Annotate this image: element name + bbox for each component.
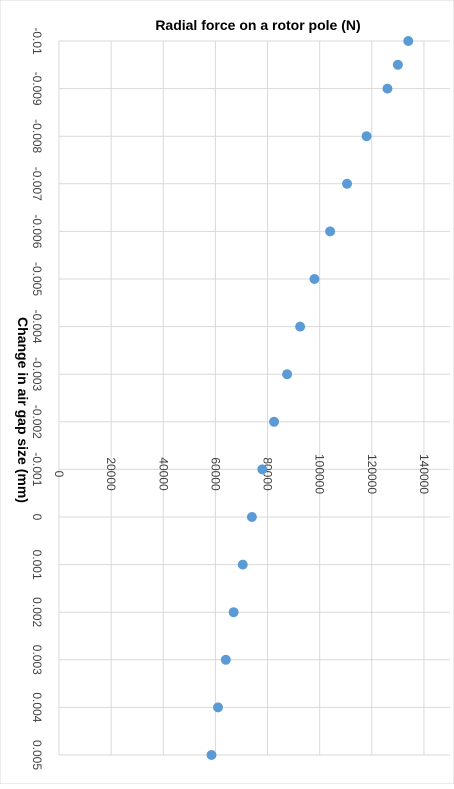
data-point — [309, 274, 320, 284]
x-tick-label: 0.001 — [30, 550, 44, 580]
y-tick-label: 100000 — [313, 454, 327, 494]
x-tick-label: -0.007 — [30, 167, 44, 201]
data-points — [206, 36, 414, 760]
data-point — [361, 131, 372, 142]
y-tick-label: 60000 — [208, 457, 222, 491]
data-point — [220, 654, 231, 665]
y-tick-label: 140000 — [417, 454, 431, 494]
x-tick-label: -0.001 — [30, 452, 44, 486]
y-axis-ticks: 0 20000 40000 60000 80000 100000 120000 140000 — [52, 454, 431, 494]
x-tick-label: 0.002 — [30, 597, 44, 627]
x-axis-title: Change in air gap size (mm) — [15, 317, 31, 503]
x-tick-label: -0.01 — [30, 27, 44, 55]
y-tick-label: 120000 — [365, 454, 379, 494]
x-tick-label: -0.008 — [30, 119, 44, 153]
chart-title: Radial force on a rotor pole (N) — [155, 17, 360, 33]
data-point — [403, 36, 414, 46]
data-point — [392, 59, 403, 70]
data-point — [282, 369, 293, 380]
data-point — [206, 750, 217, 760]
x-tick-label: -0.002 — [30, 405, 44, 439]
x-tick-label: -0.004 — [30, 310, 44, 344]
x-tick-label: 0.004 — [30, 692, 44, 722]
data-point — [257, 464, 268, 475]
y-tick-label: 0 — [52, 471, 66, 478]
x-tick-label: 0.005 — [30, 740, 44, 770]
grid-lines — [58, 40, 450, 756]
data-point — [269, 416, 280, 427]
data-point — [382, 83, 393, 94]
data-point — [246, 512, 257, 522]
x-tick-label: 0 — [30, 514, 44, 521]
data-point — [325, 226, 336, 237]
data-point — [213, 702, 224, 713]
data-point — [295, 321, 306, 332]
x-tick-label: -0.009 — [30, 72, 44, 106]
x-tick-label: 0.003 — [30, 645, 44, 675]
x-tick-label: -0.005 — [30, 262, 44, 296]
x-tick-label: -0.003 — [30, 357, 44, 391]
data-point — [237, 559, 248, 570]
y-tick-label: 20000 — [104, 457, 118, 491]
x-axis-ticks: -0.01 -0.009 -0.008 -0.007 -0.006 -0.005 -0.00… — [30, 27, 44, 770]
y-tick-label: 40000 — [156, 457, 170, 491]
data-point — [342, 178, 353, 189]
data-point — [228, 607, 239, 618]
x-tick-label: -0.006 — [30, 214, 44, 248]
